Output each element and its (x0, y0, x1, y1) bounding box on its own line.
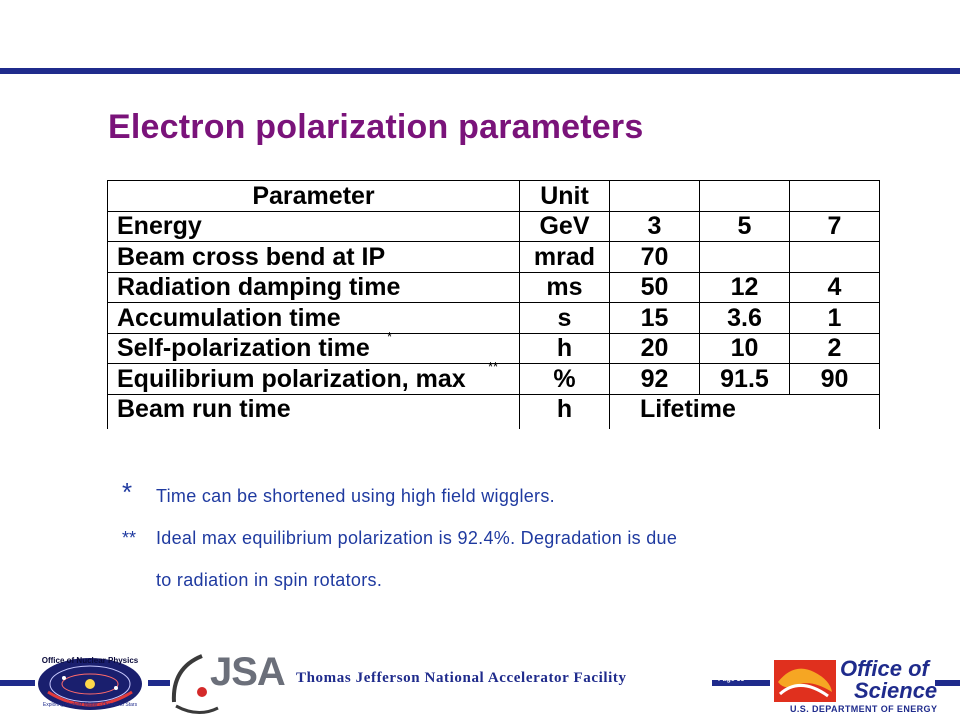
table-row-equilibrium: Equilibrium polarization, max ** % 92 91.… (107, 360, 880, 395)
row-name: Accumulation time (107, 302, 520, 334)
table-row-damping: Radiation damping time ms 50 12 4 (107, 271, 880, 303)
row-name: Self-polarization time (117, 334, 370, 363)
row-unit: h (519, 393, 610, 429)
nuclear-physics-logo-icon (38, 658, 142, 710)
footnote-marker: ** (122, 528, 137, 548)
header-col-4 (699, 180, 790, 212)
row-value-3 (789, 241, 880, 273)
footnote-text: Time can be shortened using high field w… (156, 486, 555, 506)
footer-rule (935, 680, 960, 686)
table-row-run-time: Beam run time h Lifetime (107, 393, 880, 429)
footnote-marker: * (122, 477, 133, 507)
row-unit: ms (519, 271, 610, 303)
row-value-1: 15 (609, 302, 700, 334)
row-value-span: Lifetime (609, 393, 880, 429)
row-name-cell: Equilibrium polarization, max ** (107, 360, 520, 395)
row-value-3: 90 (789, 363, 880, 395)
header-unit: Unit (519, 180, 610, 212)
header-col-5 (789, 180, 880, 212)
row-value-2: 10 (699, 332, 790, 364)
footnote-mark: * (387, 328, 393, 344)
page-number: Page 39 (718, 676, 745, 683)
footer-organization: Thomas Jefferson National Accelerator Fa… (296, 670, 627, 686)
row-name: Radiation damping time (107, 271, 520, 303)
nuclear-physics-logo-title: Office of Nuclear Physics (41, 656, 139, 665)
header-col-3 (609, 180, 700, 212)
parameter-table: Parameter Unit Energy GeV 3 5 7 Beam cro… (107, 180, 880, 429)
footnote-text: Ideal max equilibrium polarization is 92… (156, 528, 678, 548)
footer-rule (0, 680, 35, 686)
row-unit: GeV (519, 210, 610, 242)
row-value-1: 92 (609, 363, 700, 395)
footnotes: * Time can be shortened using high field… (122, 477, 862, 604)
row-value-2: 5 (699, 210, 790, 242)
row-value-3: 2 (789, 332, 880, 364)
row-value-2: 3.6 (699, 302, 790, 334)
footnote-text: to radiation in spin rotators. (156, 570, 383, 590)
office-of-science-logo-icon (774, 660, 836, 702)
footnote-1: * Time can be shortened using high field… (122, 477, 862, 520)
row-unit: s (519, 302, 610, 334)
row-value-2 (699, 241, 790, 273)
row-unit: % (519, 363, 610, 395)
row-value-1: 20 (609, 332, 700, 364)
table-row-self-polarization: Self-polarization time * h 20 10 2 (107, 328, 880, 364)
slide-title: Electron polarization parameters (108, 108, 644, 146)
row-value-1: 3 (609, 210, 700, 242)
jsa-logo-icon (171, 654, 219, 714)
table-row-energy: Energy GeV 3 5 7 (107, 210, 880, 242)
row-value-3: 4 (789, 271, 880, 303)
top-rule (0, 68, 960, 74)
row-name: Energy (107, 210, 520, 242)
row-value-2: 91.5 (699, 363, 790, 395)
row-name-cell: Self-polarization time * (107, 328, 520, 364)
row-unit: h (519, 332, 610, 364)
row-name: Beam cross bend at IP (107, 241, 520, 273)
footer-rule (712, 680, 770, 686)
row-unit: mrad (519, 241, 610, 273)
row-value-1: 50 (609, 271, 700, 303)
office-of-science-line2: Science (854, 678, 938, 703)
table-row-cross-bend: Beam cross bend at IP mrad 70 (107, 241, 880, 273)
table-row-accumulation: Accumulation time s 15 3.6 1 (107, 302, 880, 334)
office-of-science-line1: Office of (840, 656, 929, 681)
footnote-2: ** Ideal max equilibrium polarization is… (122, 520, 862, 562)
row-name: Beam run time (107, 393, 520, 429)
doe-label: U.S. DEPARTMENT OF ENERGY (790, 704, 938, 714)
jsa-logo-text: JSA (210, 650, 286, 694)
footnote-mark: ** (488, 359, 499, 374)
row-value-1: 70 (609, 241, 700, 273)
header-parameter: Parameter (107, 180, 520, 212)
row-value-3: 7 (789, 210, 880, 242)
row-name: Equilibrium polarization, max (117, 364, 466, 393)
footer-rule (148, 680, 170, 686)
footnote-2-continued: to radiation in spin rotators. (122, 562, 862, 604)
nuclear-physics-logo-subtitle: Exploring Nuclear Matter - Quarks to Sta… (42, 702, 138, 708)
table-header-row: Parameter Unit (107, 180, 880, 212)
row-value-3: 1 (789, 302, 880, 334)
row-value-2: 12 (699, 271, 790, 303)
